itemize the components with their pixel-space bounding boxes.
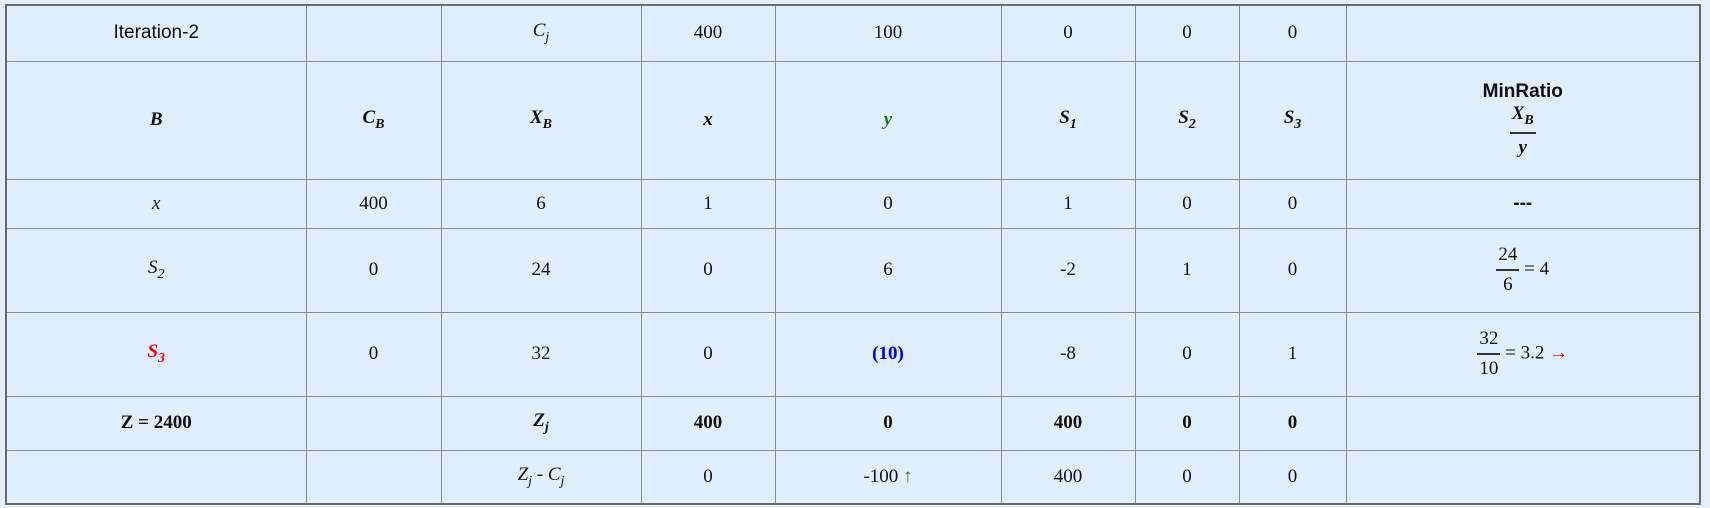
s3-cell: 1 [1238,311,1347,397]
table-row: S2 0 24 0 6 -2 1 0 24 6 = 4 [5,227,1701,313]
header-s3: S3 [1238,60,1347,180]
cb-cell: 0 [305,311,442,397]
zj-cj-label: Zj - Cj [440,449,642,505]
header-x: x [640,60,776,180]
minratio-fraction: XB y [1509,103,1536,158]
basis-cell: x [5,178,307,229]
iteration-label: Iteration-2 [5,4,307,62]
cb-cell: 0 [305,227,442,313]
s3-cell: 0 [1238,178,1347,229]
empty-cell [5,449,307,505]
y-cell: 6 [774,227,1002,313]
cj-s1: 0 [1000,4,1136,62]
ratio-cell: 32 10 = 3.2 → [1345,311,1701,397]
xb-cell: 32 [440,311,642,397]
cj-s2: 0 [1134,4,1240,62]
header-xb: XB [440,60,642,180]
table-row: x 400 6 1 0 1 0 0 --- [5,178,1701,229]
empty-cell [1345,4,1701,62]
zj-s1: 400 [1000,395,1136,451]
cj-x: 400 [640,4,776,62]
entering-arrow-icon: ↑ [903,465,913,487]
zj-x: 400 [640,395,776,451]
cj-label: Cj [440,4,642,62]
s1-cell: 1 [1000,178,1136,229]
zj-y: 0 [774,395,1002,451]
zjcj-y: -100 ↑ [774,449,1002,505]
x-cell: 0 [640,311,776,397]
cj-y: 100 [774,4,1002,62]
zj-cj-row: Zj - Cj 0 -100 ↑ 400 0 0 [5,449,1701,505]
zj-s3: 0 [1238,395,1347,451]
xb-cell: 6 [440,178,642,229]
cb-cell: 400 [305,178,442,229]
y-cell: 0 [774,178,1002,229]
zjcj-s1: 400 [1000,449,1136,505]
z-value: Z = 2400 [5,395,307,451]
s2-cell: 0 [1134,178,1240,229]
basis-cell: S2 [5,227,307,313]
empty-cell [305,395,442,451]
header-minratio: MinRatio XB y [1345,60,1701,180]
header-s1: S1 [1000,60,1136,180]
cj-s3: 0 [1238,4,1347,62]
empty-cell [1345,395,1701,451]
s1-cell: -2 [1000,227,1136,313]
s2-cell: 0 [1134,311,1240,397]
zj-s2: 0 [1134,395,1240,451]
header-row: B CB XB x y S1 S2 S3 MinRatio XB y [5,60,1701,180]
zjcj-s3: 0 [1238,449,1347,505]
empty-cell [305,449,442,505]
simplex-table: Iteration-2 Cj 400 100 0 0 0 B CB XB x y… [5,4,1701,505]
leaving-arrow-icon: → [1549,342,1569,364]
s1-cell: -8 [1000,311,1136,397]
cj-row: Iteration-2 Cj 400 100 0 0 0 [5,4,1701,62]
ratio-cell: --- [1345,178,1701,229]
header-cb: CB [305,60,442,180]
table-row-leaving: S3 0 32 0 (10) -8 0 1 32 10 = 3.2 → [5,311,1701,397]
zj-label: Zj [440,395,642,451]
empty-cell [305,4,442,62]
zjcj-s2: 0 [1134,449,1240,505]
xb-cell: 24 [440,227,642,313]
s2-cell: 1 [1134,227,1240,313]
header-b: B [5,60,307,180]
header-y: y [774,60,1002,180]
x-cell: 0 [640,227,776,313]
header-s2: S2 [1134,60,1240,180]
zjcj-x: 0 [640,449,776,505]
ratio-cell: 24 6 = 4 [1345,227,1701,313]
empty-cell [1345,449,1701,505]
pivot-cell: (10) [774,311,1002,397]
minratio-label: MinRatio [1482,81,1563,102]
basis-cell: S3 [5,311,307,397]
x-cell: 1 [640,178,776,229]
s3-cell: 0 [1238,227,1347,313]
zj-row: Z = 2400 Zj 400 0 400 0 0 [5,395,1701,451]
